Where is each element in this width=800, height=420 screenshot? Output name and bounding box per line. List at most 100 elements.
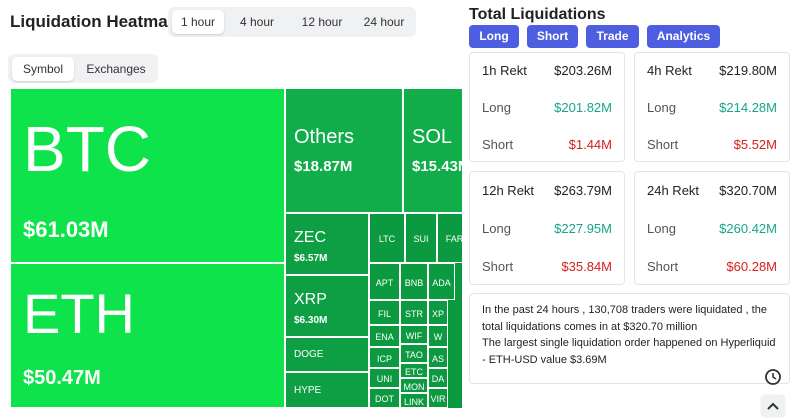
heatmap-cell[interactable]: BTC $61.03M <box>10 88 285 263</box>
heatmap-cell[interactable]: DOT <box>369 388 400 408</box>
settings-icon[interactable] <box>762 366 784 388</box>
cell-value: $15.43M <box>412 158 462 175</box>
heatmap-cell[interactable]: LINK <box>400 393 428 408</box>
heatmap-cell[interactable]: XP <box>428 300 448 325</box>
heatmap-cell[interactable]: W <box>428 325 448 347</box>
cell-label: AS <box>431 353 444 364</box>
heatmap-cell[interactable]: SUI <box>405 213 437 263</box>
row-value: $60.28M <box>726 259 777 274</box>
cell-label: ETH <box>23 282 135 345</box>
row-label: Short <box>482 259 514 274</box>
view-tab[interactable]: Symbol <box>12 57 74 81</box>
panel-title: Total Liquidations <box>469 6 606 23</box>
cell-label: SUI <box>413 234 429 244</box>
heatmap-cell[interactable]: DA <box>428 368 448 388</box>
row-value: $1.44M <box>568 136 612 152</box>
row-value: $214.28M <box>719 100 777 115</box>
heatmap-cell[interactable]: APT <box>369 263 400 300</box>
summary: In the past 24 hours , 130,708 traders w… <box>469 293 790 384</box>
card-row: 12h Rekt $263.79M <box>482 183 612 198</box>
card-row: Long $227.95M <box>482 221 612 236</box>
cell-label: ADA <box>432 277 451 288</box>
cell-label: UNI <box>376 374 393 384</box>
heatmap-cell[interactable]: Others $18.87M <box>285 88 403 213</box>
time-tab[interactable]: 24 hour <box>363 15 405 29</box>
heatmap-cell[interactable]: MON <box>400 378 428 393</box>
row-label: Short <box>647 136 679 152</box>
heatmap-cell[interactable]: ICP <box>369 347 400 368</box>
stat-card: 24h Rekt $320.70M Long $260.42M Short $60.28M <box>634 171 790 285</box>
row-label: Long <box>647 100 676 115</box>
cell-label: DA <box>431 374 445 384</box>
nav-button[interactable]: Analytics <box>647 25 720 48</box>
cell-label: BTC <box>23 113 151 185</box>
row-value: $5.52M <box>733 136 777 152</box>
heatmap-cell[interactable]: FAR <box>437 213 462 263</box>
heatmap-cell[interactable]: ETH $50.47M <box>10 263 285 408</box>
card-row: 24h Rekt $320.70M <box>647 183 777 198</box>
cell-label: SOL <box>412 126 453 148</box>
card-title: 12h Rekt <box>482 183 535 198</box>
heatmap-cell[interactable]: ZEC $6.57M <box>285 213 369 275</box>
cell-label: APT <box>375 277 394 288</box>
heatmap-cell[interactable]: WIF <box>400 325 428 344</box>
heatmap-cell[interactable]: FIL <box>369 300 400 325</box>
heatmap: BTC $61.03M ETH $50.47M Others $18.87M SOL $15.… <box>10 88 462 408</box>
heatmap-cell[interactable]: VIR <box>428 388 448 408</box>
stat-card: 12h Rekt $263.79M Long $227.95M Short $35.84M <box>469 171 625 285</box>
cell-label: W <box>433 332 443 342</box>
card-row: Short $35.84M <box>482 259 612 274</box>
cell-label: ICP <box>376 353 392 364</box>
row-label: Long <box>482 221 511 236</box>
cell-value: $50.47M <box>23 367 101 389</box>
heatmap-cell[interactable]: SOL $15.43M <box>403 88 462 213</box>
heatmap-cell[interactable]: ENA <box>369 325 400 347</box>
stat-card: 1h Rekt $203.26M Long $201.82M Short $1.44M <box>469 52 625 162</box>
card-total: $320.70M <box>719 183 777 198</box>
cell-label: DOT <box>375 394 394 404</box>
page-title: Liquidation Heatmap <box>10 12 179 31</box>
row-value: $227.95M <box>554 221 612 236</box>
row-value: $260.42M <box>719 221 777 236</box>
view-tab[interactable]: Exchanges <box>86 62 146 76</box>
row-label: Long <box>482 100 511 115</box>
time-tab[interactable]: 4 hour <box>239 15 275 29</box>
heatmap-cell[interactable]: UNI <box>369 368 400 388</box>
row-label: Short <box>647 259 679 274</box>
time-tab[interactable]: 1 hour <box>172 10 224 34</box>
cell-label: BNB <box>404 277 424 288</box>
card-total: $203.26M <box>554 63 612 79</box>
heatmap-cell[interactable]: ETC <box>400 363 428 378</box>
row-label: Short <box>482 136 514 152</box>
card-row: Long $201.82M <box>482 100 612 115</box>
card-row: Long $260.42M <box>647 221 777 236</box>
cell-value: $6.30M <box>294 315 328 326</box>
heatmap-cell[interactable]: STR <box>400 300 428 325</box>
cell-label: XP <box>431 308 444 319</box>
heatmap-cell[interactable]: BNB <box>400 263 428 300</box>
nav-button[interactable]: Long <box>469 25 519 48</box>
heatmap-cell[interactable]: LTC <box>369 213 405 263</box>
scroll-top-button[interactable] <box>760 394 786 418</box>
nav-button[interactable]: Short <box>527 25 578 48</box>
card-title: 24h Rekt <box>647 183 700 198</box>
cell-label: HYPE <box>294 385 322 396</box>
cell-label: FIL <box>377 308 391 319</box>
nav-button[interactable]: Trade <box>586 25 639 48</box>
heatmap-cell[interactable]: DOGE <box>285 337 369 372</box>
cell-label: FAR <box>445 234 462 244</box>
heatmap-cell[interactable]: XRP $6.30M <box>285 275 369 337</box>
cell-label: LTC <box>378 234 396 244</box>
heatmap-cell[interactable]: ADA <box>428 263 455 300</box>
cell-label: WIF <box>405 330 423 341</box>
card-row: Long $214.28M <box>647 100 777 115</box>
heatmap-cell[interactable]: HYPE <box>285 372 369 408</box>
heatmap-cell[interactable]: AS <box>428 347 448 368</box>
heatmap-cell[interactable]: TAO <box>400 344 428 363</box>
cell-label: MON <box>403 381 425 392</box>
cell-label: ZEC <box>294 229 326 246</box>
summary-line: total liquidations comes in at $320.70 m… <box>482 320 698 333</box>
card-row: 1h Rekt $203.26M <box>482 63 612 78</box>
time-tab[interactable]: 12 hour <box>301 15 343 29</box>
